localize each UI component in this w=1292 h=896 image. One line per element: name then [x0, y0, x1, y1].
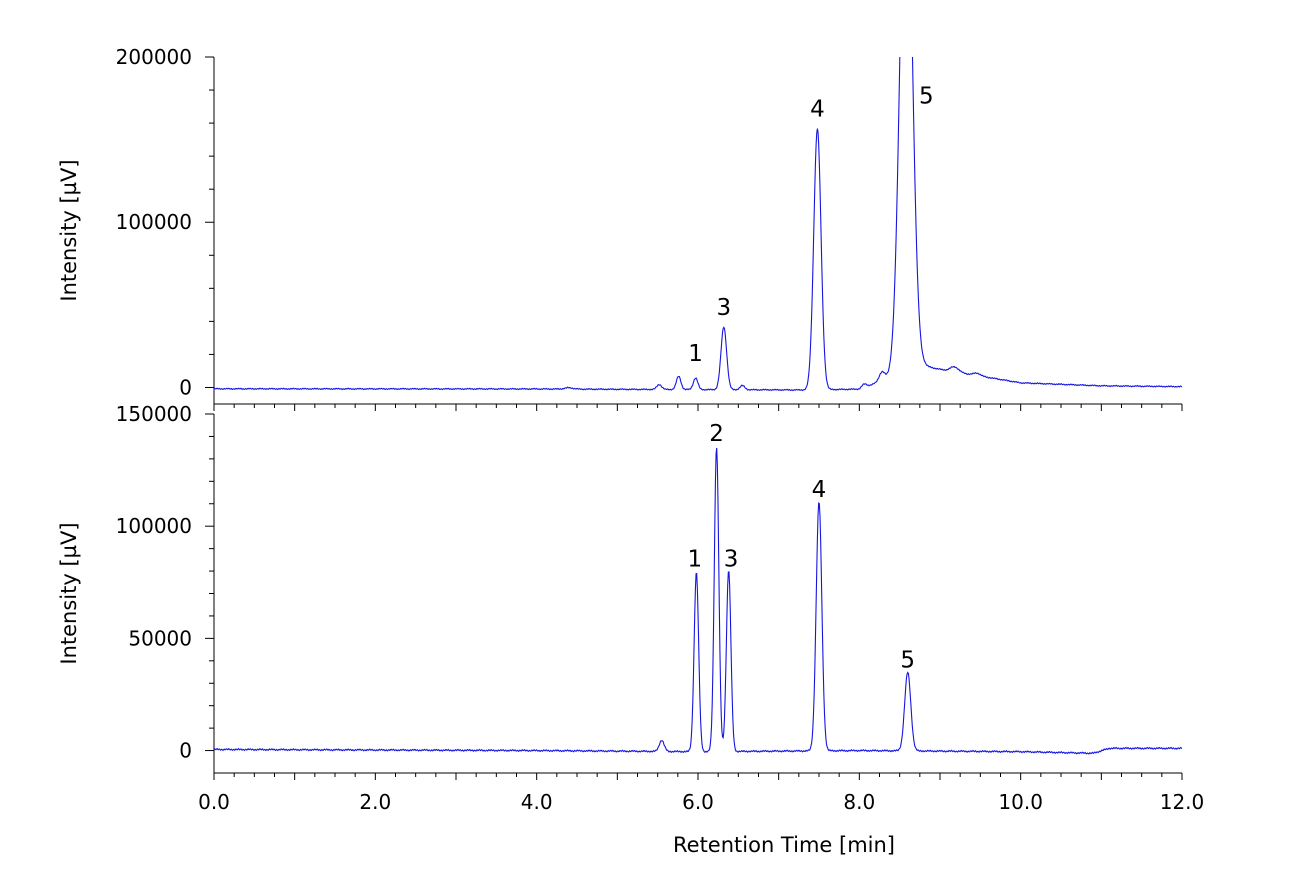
- peak-label-2: 2: [709, 421, 724, 447]
- x-tick-label: 4.0: [521, 790, 553, 814]
- y-tick-label: 0: [179, 375, 192, 399]
- peak-label-5: 5: [900, 648, 915, 674]
- y-axis-title: Intensity [µV]: [57, 522, 81, 664]
- peak-label-5: 5: [919, 83, 934, 109]
- y-tick-label: 0: [179, 739, 192, 763]
- x-tick-label: 8.0: [843, 790, 875, 814]
- y-tick-label: 200000: [116, 45, 192, 69]
- peak-label-1: 1: [687, 547, 702, 573]
- x-tick-label: 10.0: [998, 790, 1043, 814]
- y-tick-label: 100000: [116, 514, 192, 538]
- bottom-chromatogram-panel: 0 50000 100000 150000 Intensity [µV] 0.0 2.0 4.…: [57, 402, 1204, 814]
- y-tick-label: 50000: [128, 626, 192, 650]
- top-chromatogram-panel: 0 100000 200000 Intensity [µV] 13 4 5: [57, 45, 1183, 411]
- y-axis-title: Intensity [µV]: [57, 159, 81, 301]
- x-tick-label: 0.0: [198, 790, 230, 814]
- peak-label-3: 3: [716, 295, 731, 321]
- peak-label-1: 1: [688, 341, 703, 367]
- peak-label-4: 4: [810, 96, 825, 122]
- chromatogram-trace: [214, 447, 1182, 755]
- chromatogram-trace: [214, 57, 1182, 392]
- x-axis-title: Retention Time [min]: [673, 833, 895, 857]
- peak-label-4: 4: [812, 477, 827, 503]
- x-tick-label: 6.0: [682, 790, 714, 814]
- peak-label-3: 3: [724, 547, 739, 573]
- y-tick-label: 150000: [116, 402, 192, 426]
- x-tick-label: 12.0: [1160, 790, 1205, 814]
- y-tick-label: 100000: [116, 210, 192, 234]
- x-tick-label: 2.0: [359, 790, 391, 814]
